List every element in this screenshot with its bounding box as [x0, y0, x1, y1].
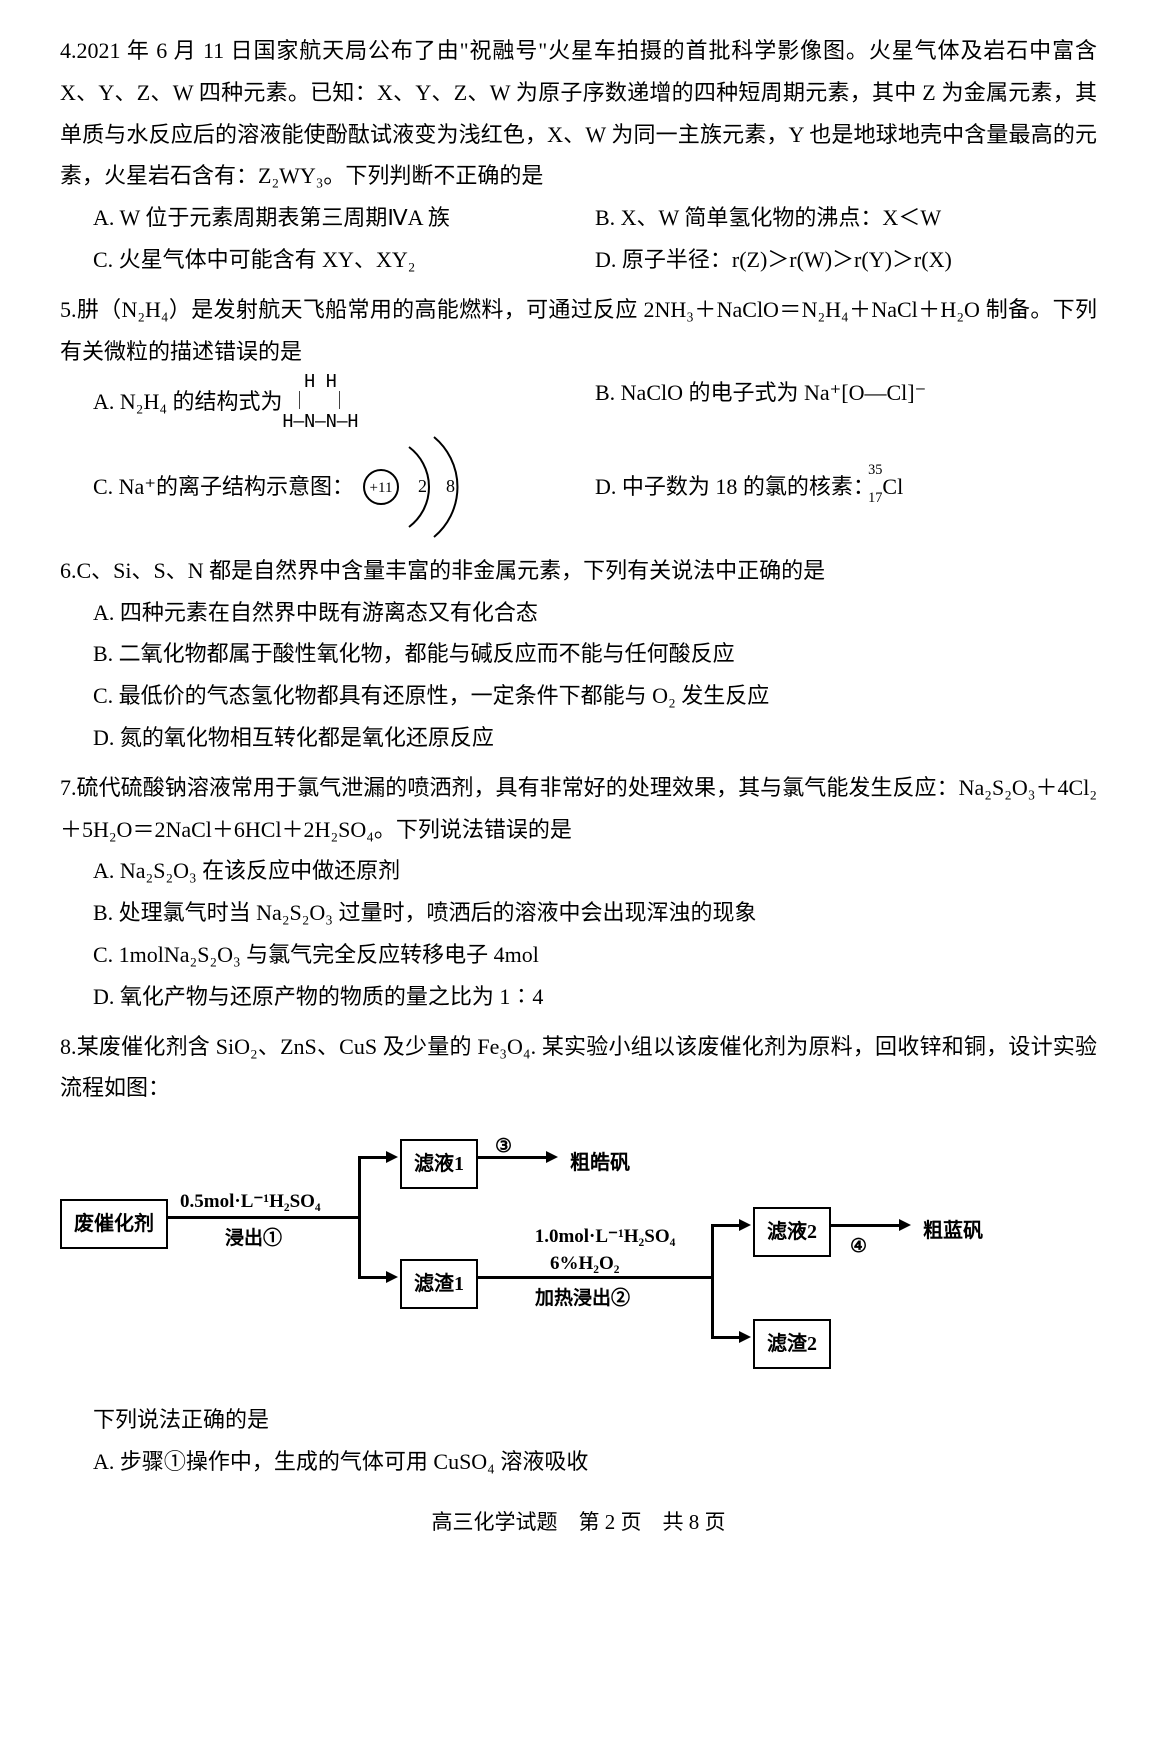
label-step4: ④ — [850, 1229, 867, 1265]
question-5: 5.肼（N₂H₄）是发射航天飞船常用的高能燃料，可通过反应 2NH₃＋NaClO… — [60, 289, 1097, 542]
question-8: 8.某废催化剂含 SiO₂、ZnS、CuS 及少量的 Fe₃O₄. 某实验小组以… — [60, 1026, 1097, 1483]
q6-num: 6. — [60, 558, 77, 583]
struct-top: H H — [304, 371, 337, 392]
q8-optA: A. 步骤①操作中，生成的气体可用 CuSO₄ 溶液吸收 — [60, 1441, 1097, 1483]
box-waste: 废催化剂 — [60, 1199, 168, 1249]
question-6: 6.C、Si、S、N 都是自然界中含量丰富的非金属元素，下列有关说法中正确的是 … — [60, 550, 1097, 759]
q7-optC: C. 1molNa₂S₂O₃ 与氯气完全反应转移电子 4mol — [60, 934, 1097, 976]
q4-optC: C. 火星气体中可能含有 XY、XY₂ — [93, 239, 595, 281]
q4-options: A. W 位于元素周期表第三周期ⅣA 族 B. X、W 简单氢化物的沸点：X＜W… — [60, 197, 1097, 281]
svg-text:2: 2 — [418, 476, 427, 496]
question-7: 7.硫代硫酸钠溶液常用于氯气泄漏的喷洒剂，具有非常好的处理效果，其与氯气能发生反… — [60, 767, 1097, 1018]
struct-bot: H—N—N—H — [283, 411, 359, 432]
atom-diagram: +11 2 8 — [354, 432, 494, 542]
box-residue2: 滤渣2 — [753, 1319, 831, 1369]
q6-body: C、Si、S、N 都是自然界中含量丰富的非金属元素，下列有关说法中正确的是 — [77, 558, 826, 583]
flowchart: 废催化剂 0.5mol·L⁻¹H₂SO₄ 浸出① 滤液1 滤渣1 ③ 粗皓矾 1… — [60, 1124, 1097, 1384]
box-filtrate1: 滤液1 — [400, 1139, 478, 1189]
q8-followup: 下列说法正确的是 — [60, 1399, 1097, 1441]
isotope: 35 17 Cl — [882, 466, 903, 508]
q5-optD: D. 中子数为 18 的氯的核素： 35 17 Cl — [595, 466, 1097, 508]
text-culan: 粗蓝矾 — [923, 1212, 983, 1250]
q4-num: 4. — [60, 38, 77, 63]
q5-row1: A. N₂H₄ 的结构式为 H H ｜ ｜ H—N—N—H B. NaClO 的… — [60, 372, 1097, 431]
q7-optD: D. 氧化产物与还原产物的物质的量之比为 1∶4 — [60, 976, 1097, 1018]
line-to-fil2 — [711, 1224, 741, 1227]
q5-row2: C. Na⁺的离子结构示意图： +11 2 8 D. 中子数为 18 的氯的核素… — [60, 432, 1097, 542]
q4-optD: D. 原子半径：r(Z)＞r(W)＞r(Y)＞r(X) — [595, 239, 1097, 281]
q6-optB: B. 二氧化物都属于酸性氧化物，都能与碱反应而不能与任何酸反应 — [60, 633, 1097, 675]
label-acid1: 0.5mol·L⁻¹H₂SO₄ — [180, 1184, 321, 1220]
q8-num: 8. — [60, 1034, 77, 1059]
q5-optC-text: C. Na⁺的离子结构示意图： — [93, 466, 354, 508]
svg-text:+11: +11 — [370, 480, 393, 496]
isotope-z: 17 — [868, 485, 882, 512]
q8-body: 某废催化剂含 SiO₂、ZnS、CuS 及少量的 Fe₃O₄. 某实验小组以该废… — [60, 1034, 1097, 1101]
q5-num: 5. — [60, 297, 77, 322]
label-peroxide: 6%H₂O₂ — [550, 1246, 619, 1282]
svg-text:8: 8 — [446, 476, 455, 496]
q8-text: 8.某废催化剂含 SiO₂、ZnS、CuS 及少量的 Fe₃O₄. 某实验小组以… — [60, 1026, 1097, 1110]
q5-optA: A. N₂H₄ 的结构式为 H H ｜ ｜ H—N—N—H — [93, 372, 595, 431]
line-fil1-right — [478, 1156, 548, 1159]
isotope-elem: Cl — [882, 474, 903, 499]
isotope-mass: 35 — [868, 457, 882, 484]
q7-num: 7. — [60, 775, 77, 800]
label-leach1: 浸出① — [225, 1221, 282, 1257]
q5-text: 5.肼（N₂H₄）是发射航天飞船常用的高能燃料，可通过反应 2NH₃＋NaClO… — [60, 289, 1097, 373]
q5-optB: B. NaClO 的电子式为 Na⁺[O—Cl]⁻ — [595, 372, 1097, 431]
q5-optA-text: A. N₂H₄ 的结构式为 — [93, 381, 283, 423]
q7-body: 硫代硫酸钠溶液常用于氯气泄漏的喷洒剂，具有非常好的处理效果，其与氯气能发生反应：… — [60, 775, 1097, 842]
q5-optD-text: D. 中子数为 18 的氯的核素： — [595, 474, 875, 499]
question-4: 4.2021 年 6 月 11 日国家航天局公布了由"祝融号"火星车拍摄的首批科… — [60, 30, 1097, 281]
q6-optC: C. 最低价的气态氢化物都具有还原性，一定条件下都能与 O₂ 发生反应 — [60, 675, 1097, 717]
line-to-fil1 — [358, 1156, 388, 1159]
q4-optA: A. W 位于元素周期表第三周期ⅣA 族 — [93, 197, 595, 239]
page-footer: 高三化学试题 第 2 页 共 8 页 — [60, 1503, 1097, 1543]
text-zhagao: 粗皓矾 — [570, 1144, 630, 1182]
q7-optB: B. 处理氯气时当 Na₂S₂O₃ 过量时，喷洒后的溶液中会出现浑浊的现象 — [60, 892, 1097, 934]
q6-text: 6.C、Si、S、N 都是自然界中含量丰富的非金属元素，下列有关说法中正确的是 — [60, 550, 1097, 592]
label-step3: ③ — [495, 1129, 512, 1165]
n2h4-structure: H H ｜ ｜ H—N—N—H — [283, 372, 359, 431]
label-leach2: 加热浸出② — [535, 1281, 630, 1317]
q5-optC: C. Na⁺的离子结构示意图： +11 2 8 — [93, 432, 595, 542]
q7-optA: A. Na₂S₂O₃ 在该反应中做还原剂 — [60, 850, 1097, 892]
q5-body: 肼（N₂H₄）是发射航天飞船常用的高能燃料，可通过反应 2NH₃＋NaClO＝N… — [60, 297, 1097, 364]
q6-optD: D. 氮的氧化物相互转化都是氧化还原反应 — [60, 717, 1097, 759]
line-split2 — [711, 1224, 714, 1339]
line-split1 — [358, 1156, 361, 1279]
q7-text: 7.硫代硫酸钠溶液常用于氯气泄漏的喷洒剂，具有非常好的处理效果，其与氯气能发生反… — [60, 767, 1097, 851]
q4-body: 2021 年 6 月 11 日国家航天局公布了由"祝融号"火星车拍摄的首批科学影… — [60, 38, 1097, 188]
line-to-res2 — [711, 1336, 741, 1339]
q6-optA: A. 四种元素在自然界中既有游离态又有化合态 — [60, 592, 1097, 634]
box-filtrate2: 滤液2 — [753, 1207, 831, 1257]
q4-text: 4.2021 年 6 月 11 日国家航天局公布了由"祝融号"火星车拍摄的首批科… — [60, 30, 1097, 197]
box-residue1: 滤渣1 — [400, 1259, 478, 1309]
q4-optB: B. X、W 简单氢化物的沸点：X＜W — [595, 197, 1097, 239]
line-to-res1 — [358, 1276, 388, 1279]
line-fil2-right — [831, 1224, 901, 1227]
